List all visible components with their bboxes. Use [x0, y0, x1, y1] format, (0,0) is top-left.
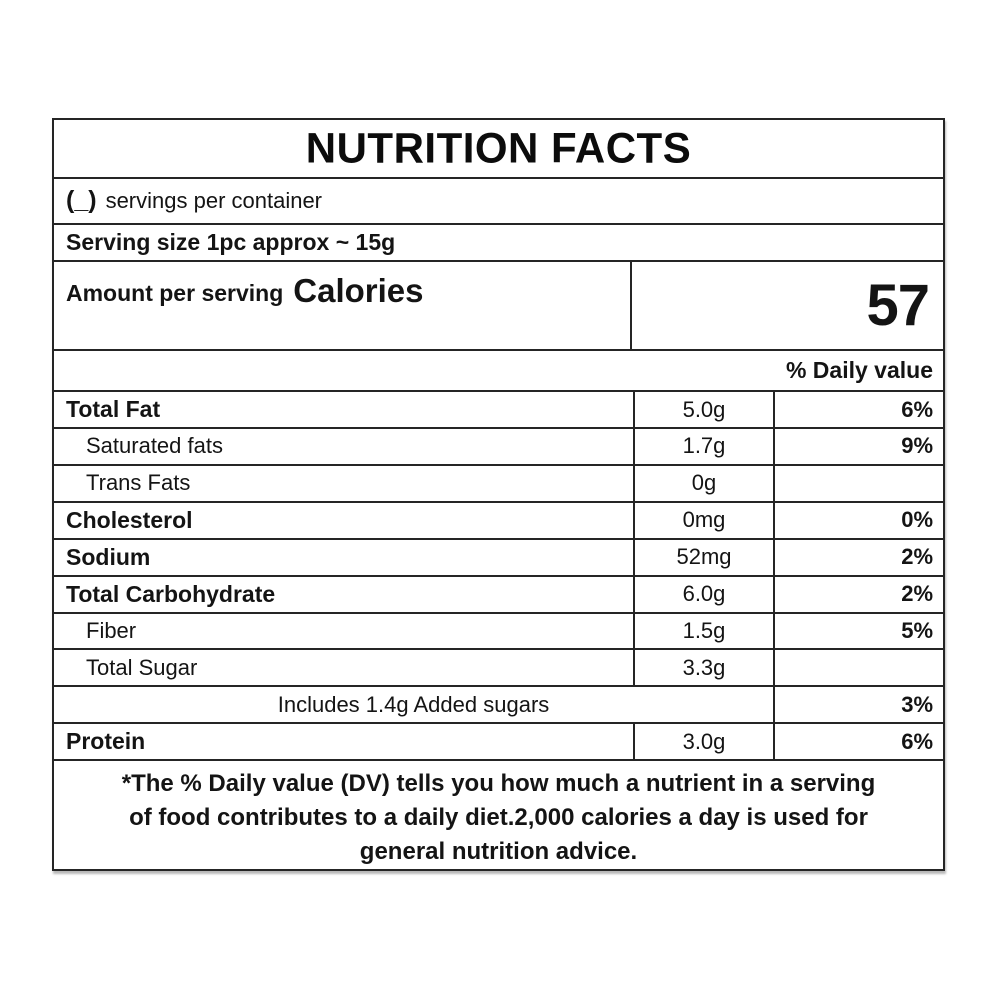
nutrient-daily-value: 0%	[773, 502, 943, 538]
footnote-line: general nutrition advice.	[359, 838, 638, 866]
calories-label: Calories	[293, 271, 424, 309]
nutrient-name: Protein	[66, 728, 146, 755]
servings-per-container-label: servings per container	[105, 187, 323, 213]
nutrient-daily-value: 2%	[773, 539, 943, 575]
nutrient-name: Sodium	[66, 543, 151, 570]
nutrient-row-total-carbohydrate: Total Carbohydrate 6.0g 2%	[54, 576, 943, 614]
nutrient-name: Cholesterol	[66, 506, 193, 533]
footnote-line: of food contributes to a daily diet.2,00…	[129, 804, 868, 832]
nutrient-daily-value: 6%	[773, 392, 943, 428]
nutrient-row-protein: Protein 3.0g 6%	[54, 724, 943, 762]
nutrient-daily-value: 9%	[773, 429, 943, 464]
nutrient-name: Includes 1.4g Added sugars	[277, 691, 550, 717]
footnote-line: *The % Daily value (DV) tells you how mu…	[121, 770, 876, 798]
nutrient-row-added-sugars: Includes 1.4g Added sugars 3%	[54, 687, 943, 725]
label-title: NUTRITION FACTS	[305, 123, 692, 172]
daily-value-header-row: % Daily value	[54, 351, 943, 393]
daily-value-footnote: *The % Daily value (DV) tells you how mu…	[54, 761, 943, 869]
nutrient-row-cholesterol: Cholesterol 0mg 0%	[54, 502, 943, 540]
nutrient-amount: 0g	[633, 465, 773, 501]
calories-value: 57	[630, 261, 943, 350]
nutrient-daily-value	[773, 650, 943, 686]
nutrient-amount: 3.0g	[633, 724, 773, 760]
nutrient-name: Fiber	[86, 617, 137, 643]
nutrient-amount: 6.0g	[633, 576, 773, 612]
nutrient-daily-value	[773, 465, 943, 501]
nutrient-row-saturated-fats: Saturated fats 1.7g 9%	[54, 429, 943, 466]
nutrient-amount: 3.3g	[633, 650, 773, 686]
nutrient-amount: 5.0g	[633, 392, 773, 428]
nutrient-amount: 52mg	[633, 539, 773, 575]
daily-value-header: % Daily value	[785, 357, 933, 384]
nutrient-name: Saturated fats	[86, 433, 223, 459]
servings-per-container-row: (_) servings per container	[54, 179, 943, 225]
nutrient-name: Total Fat	[66, 396, 161, 423]
nutrient-row-total-sugar: Total Sugar 3.3g	[54, 650, 943, 688]
nutrient-daily-value: 3%	[773, 687, 943, 723]
nutrient-daily-value: 5%	[773, 613, 943, 649]
nutrient-amount: 1.7g	[633, 429, 773, 464]
calories-left-cell: Amount per serving Calories	[54, 262, 630, 350]
nutrition-facts-label: NUTRITION FACTS (_) servings per contain…	[52, 118, 945, 871]
nutrient-amount: 0mg	[633, 502, 773, 538]
serving-size-row: Serving size 1pc approx ~ 15g	[54, 225, 943, 262]
nutrient-row-sodium: Sodium 52mg 2%	[54, 539, 943, 577]
amount-per-serving-label: Amount per serving	[66, 279, 284, 306]
nutrient-name: Trans Fats	[86, 470, 191, 496]
servings-count-placeholder: (_)	[66, 186, 97, 215]
nutrient-daily-value: 2%	[773, 576, 943, 612]
nutrient-name: Total Carbohydrate	[66, 580, 276, 607]
title-row: NUTRITION FACTS	[54, 120, 943, 179]
nutrient-name: Total Sugar	[86, 654, 198, 680]
nutrient-row-total-fat: Total Fat 5.0g 6%	[54, 392, 943, 430]
nutrient-amount: 1.5g	[633, 613, 773, 649]
nutrient-row-fiber: Fiber 1.5g 5%	[54, 613, 943, 651]
calories-row: Amount per serving Calories 57	[54, 261, 943, 352]
serving-size-text: Serving size 1pc approx ~ 15g	[66, 228, 396, 255]
nutrient-daily-value: 6%	[773, 724, 943, 760]
nutrient-row-trans-fats: Trans Fats 0g	[54, 465, 943, 503]
